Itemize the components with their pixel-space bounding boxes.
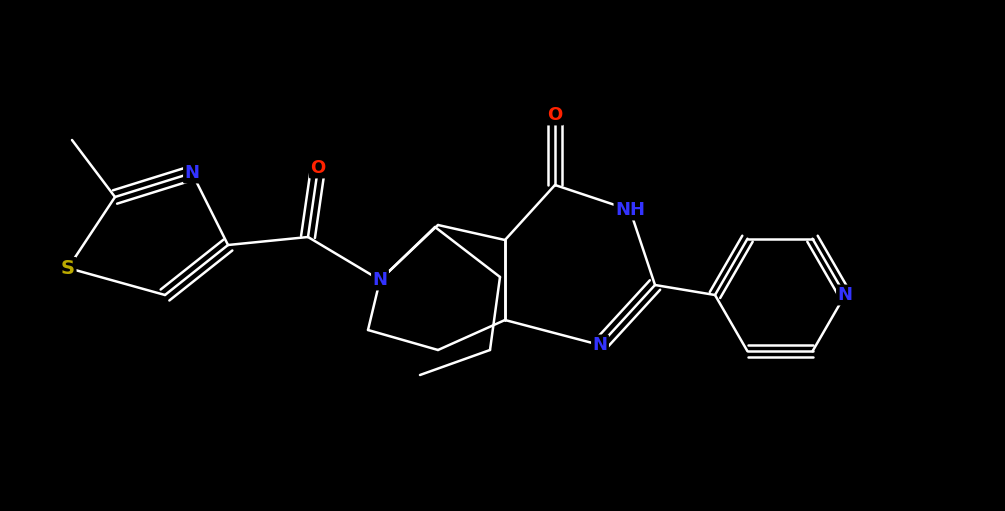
Text: O: O xyxy=(311,159,326,177)
Text: N: N xyxy=(185,164,200,182)
Text: N: N xyxy=(837,286,852,304)
Text: NH: NH xyxy=(615,201,645,219)
Text: N: N xyxy=(593,336,607,354)
Text: N: N xyxy=(373,271,388,289)
Text: O: O xyxy=(548,106,563,124)
Text: S: S xyxy=(61,259,75,277)
